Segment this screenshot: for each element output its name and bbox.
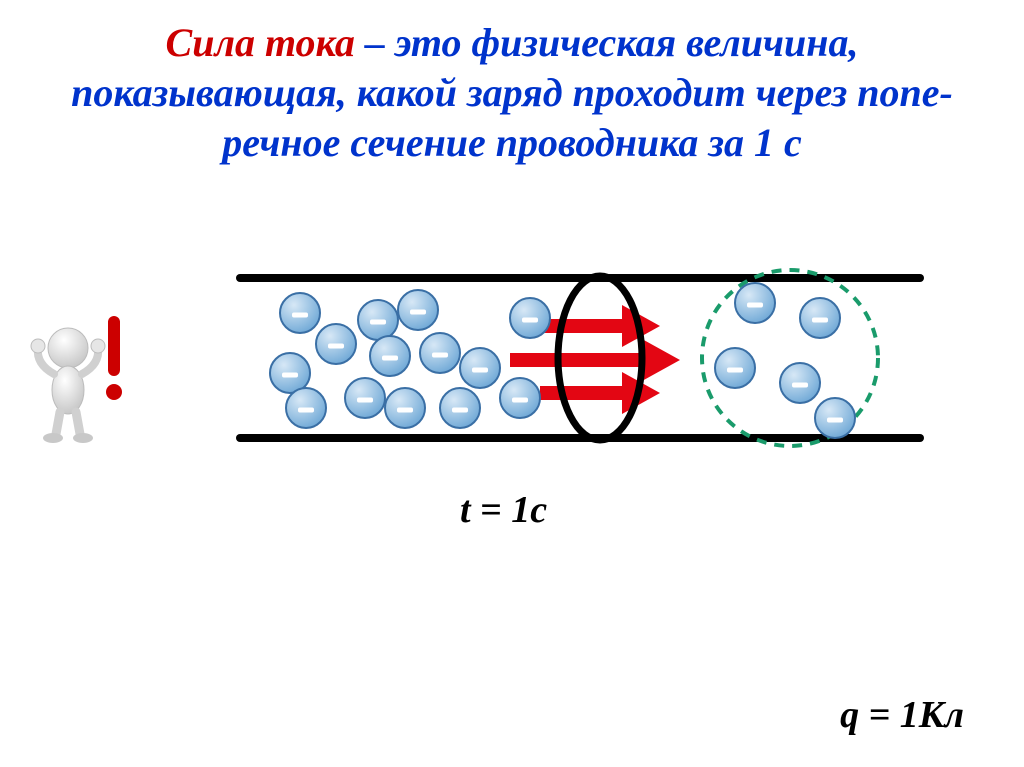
mascot-icon (30, 308, 140, 448)
equation-time: t = 1c (460, 488, 547, 532)
title-highlight: Cила тока (166, 20, 355, 65)
equation-charge: q = 1Кл (840, 693, 964, 737)
diagram-area: t = 1c (0, 188, 1024, 568)
page-title: Cила тока – это физическая величина, пок… (0, 0, 1024, 168)
conductor-diagram (230, 248, 930, 468)
